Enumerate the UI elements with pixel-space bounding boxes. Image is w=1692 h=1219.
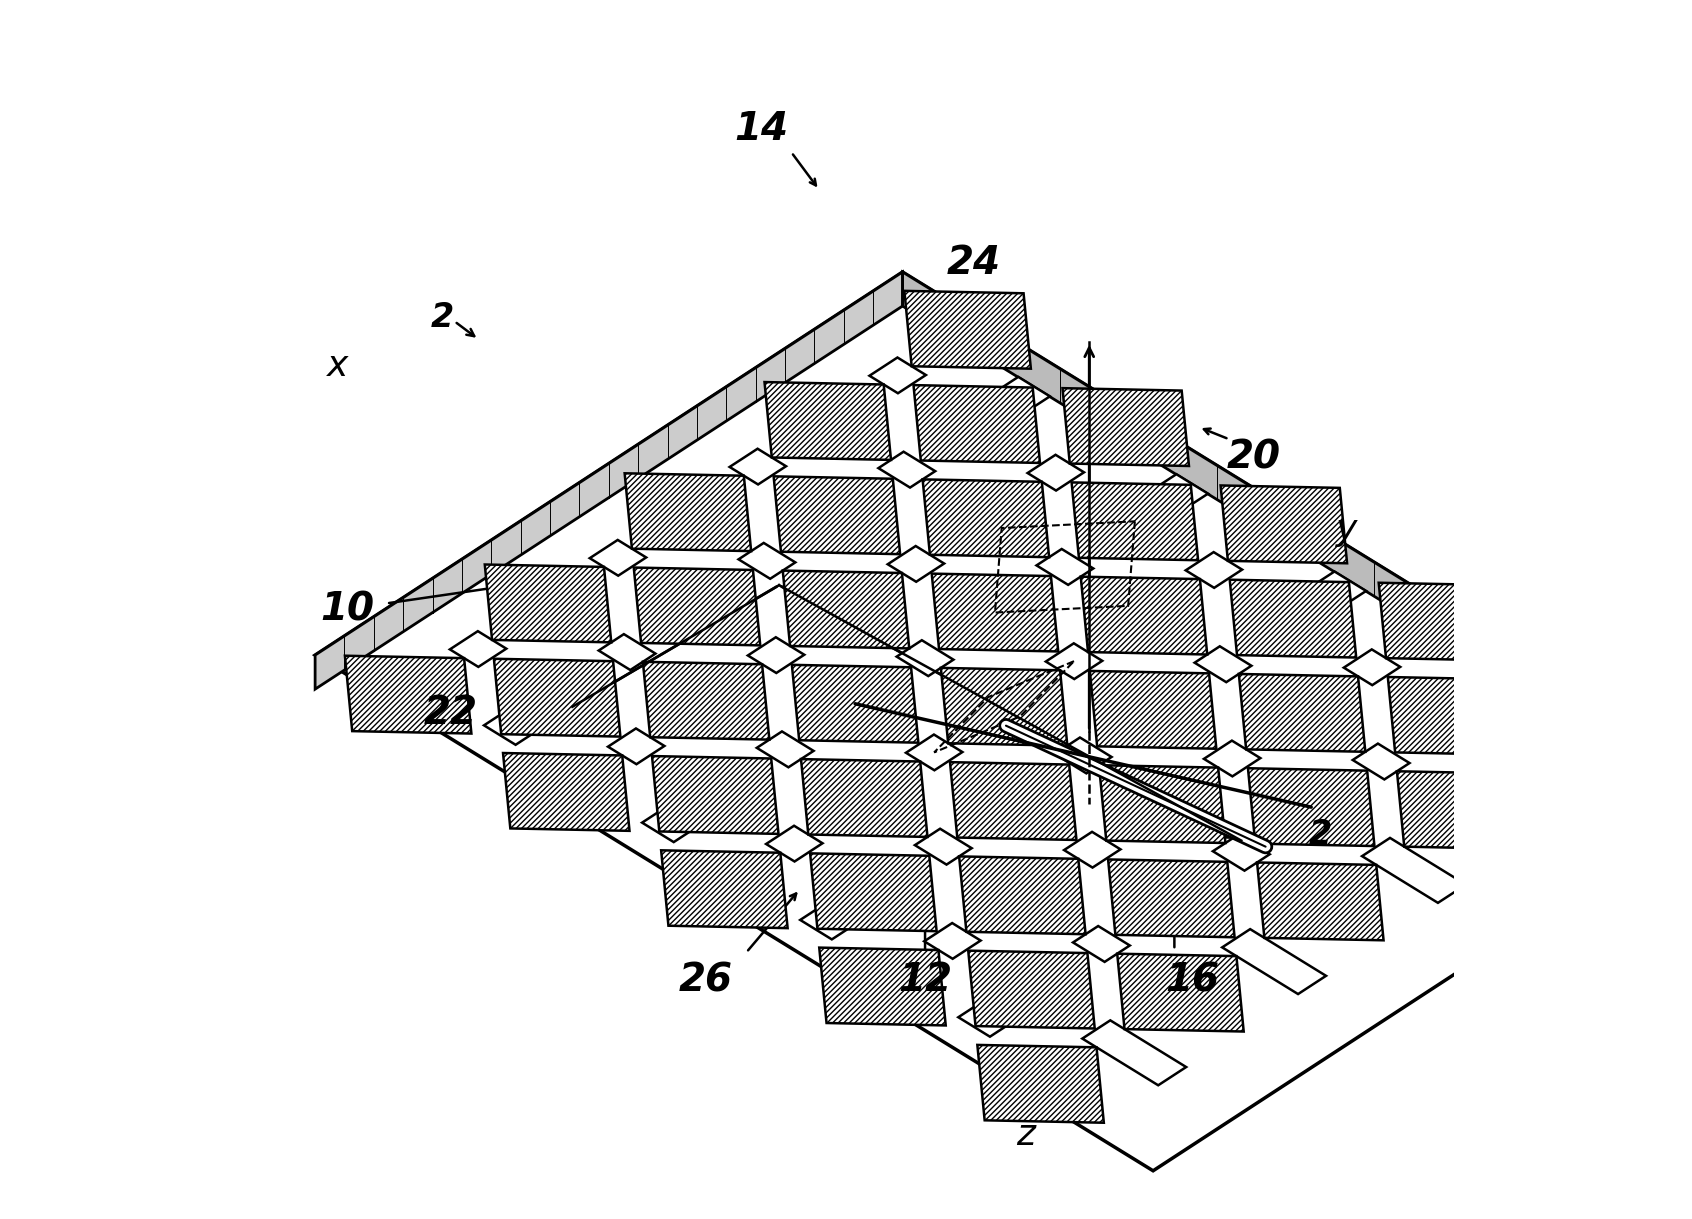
Polygon shape <box>643 662 770 740</box>
Polygon shape <box>905 291 1030 368</box>
Polygon shape <box>1046 644 1101 679</box>
Polygon shape <box>1117 953 1244 1031</box>
Polygon shape <box>783 570 909 649</box>
Polygon shape <box>941 668 1068 746</box>
Polygon shape <box>748 638 804 673</box>
Polygon shape <box>315 272 902 689</box>
Polygon shape <box>800 900 863 940</box>
Text: 26: 26 <box>678 962 733 1000</box>
Polygon shape <box>1362 837 1465 903</box>
Polygon shape <box>968 951 1095 1029</box>
Polygon shape <box>1249 768 1374 846</box>
Polygon shape <box>905 735 963 770</box>
Polygon shape <box>870 357 926 394</box>
Text: 2: 2 <box>1308 818 1332 851</box>
Polygon shape <box>902 272 1692 822</box>
Polygon shape <box>1100 766 1225 844</box>
Text: 24: 24 <box>948 244 1000 282</box>
Polygon shape <box>958 997 1020 1036</box>
Polygon shape <box>1108 859 1235 937</box>
Polygon shape <box>1195 646 1252 683</box>
Polygon shape <box>1073 926 1130 962</box>
Polygon shape <box>1186 552 1242 588</box>
Polygon shape <box>662 851 787 928</box>
Polygon shape <box>1054 737 1112 773</box>
Polygon shape <box>484 706 547 745</box>
Text: 16: 16 <box>1166 962 1220 1000</box>
Text: 2: 2 <box>430 301 453 334</box>
Polygon shape <box>494 658 621 736</box>
Polygon shape <box>1502 747 1606 812</box>
Polygon shape <box>1071 483 1198 561</box>
Polygon shape <box>315 272 1692 1170</box>
Polygon shape <box>792 664 919 742</box>
Polygon shape <box>1379 583 1506 661</box>
Text: 22: 22 <box>423 694 477 731</box>
Polygon shape <box>756 731 814 767</box>
Polygon shape <box>1027 455 1085 490</box>
Polygon shape <box>486 564 611 642</box>
Polygon shape <box>1081 577 1206 655</box>
Polygon shape <box>1090 670 1217 748</box>
Polygon shape <box>1145 474 1208 513</box>
Polygon shape <box>915 829 971 864</box>
Polygon shape <box>1239 674 1365 752</box>
Polygon shape <box>1257 863 1384 940</box>
Polygon shape <box>624 473 751 551</box>
Polygon shape <box>1064 831 1120 868</box>
Polygon shape <box>765 382 892 460</box>
Polygon shape <box>1222 929 1327 993</box>
Polygon shape <box>345 656 472 734</box>
Polygon shape <box>1205 741 1261 777</box>
Text: y: y <box>1337 513 1357 547</box>
Polygon shape <box>978 1045 1103 1123</box>
Text: z: z <box>1017 1118 1036 1152</box>
Polygon shape <box>897 640 954 677</box>
Polygon shape <box>1037 549 1093 585</box>
Text: 20: 20 <box>1227 439 1281 477</box>
Polygon shape <box>924 923 981 959</box>
Text: x: x <box>327 350 349 383</box>
Polygon shape <box>1536 680 1663 758</box>
Polygon shape <box>988 377 1051 417</box>
Polygon shape <box>1213 835 1269 870</box>
Polygon shape <box>1220 485 1347 563</box>
Polygon shape <box>766 825 822 862</box>
Polygon shape <box>922 479 1049 557</box>
Polygon shape <box>1387 677 1514 755</box>
Polygon shape <box>949 762 1076 840</box>
Polygon shape <box>1230 580 1357 657</box>
Polygon shape <box>738 542 795 579</box>
Polygon shape <box>773 477 900 555</box>
Polygon shape <box>914 385 1041 463</box>
Polygon shape <box>641 802 704 842</box>
Polygon shape <box>1462 669 1524 708</box>
Polygon shape <box>959 857 1086 934</box>
Polygon shape <box>878 452 936 488</box>
Text: 14: 14 <box>734 110 788 147</box>
Polygon shape <box>599 634 655 670</box>
Polygon shape <box>607 729 665 764</box>
Polygon shape <box>819 947 946 1025</box>
Polygon shape <box>591 540 646 575</box>
Polygon shape <box>1305 572 1365 611</box>
Polygon shape <box>651 756 778 834</box>
Polygon shape <box>1063 388 1189 466</box>
Polygon shape <box>634 568 760 645</box>
Polygon shape <box>450 631 506 667</box>
Polygon shape <box>1083 1020 1186 1085</box>
Polygon shape <box>729 449 787 484</box>
Text: 10: 10 <box>320 590 374 629</box>
Polygon shape <box>800 759 927 837</box>
Text: 12: 12 <box>898 962 953 1000</box>
Polygon shape <box>888 546 944 581</box>
Polygon shape <box>1398 772 1523 850</box>
Polygon shape <box>932 574 1058 651</box>
Polygon shape <box>810 853 937 931</box>
Polygon shape <box>503 753 629 831</box>
Polygon shape <box>1343 650 1401 685</box>
Polygon shape <box>1352 744 1409 779</box>
